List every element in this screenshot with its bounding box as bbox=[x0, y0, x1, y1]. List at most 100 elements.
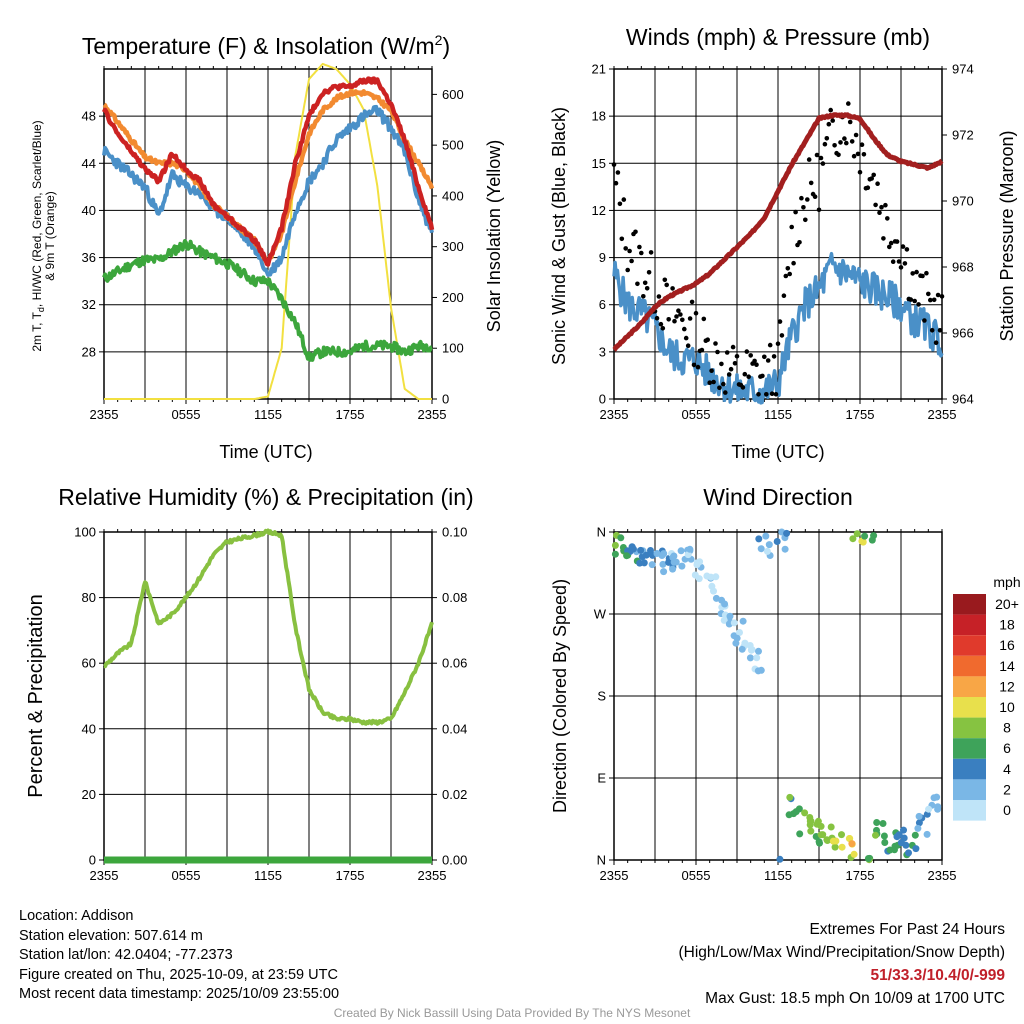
direction-point bbox=[642, 551, 650, 559]
direction-point bbox=[755, 535, 763, 543]
gust-point bbox=[721, 381, 726, 387]
gust-point bbox=[707, 380, 712, 386]
svg-text:& 9m T (Orange): & 9m T (Orange) bbox=[43, 191, 57, 281]
gust-point bbox=[760, 373, 765, 379]
direction-point bbox=[726, 612, 734, 620]
gust-point bbox=[705, 337, 710, 343]
y2-tick-label: 300 bbox=[442, 239, 464, 254]
gust-point bbox=[814, 152, 820, 158]
direction-point bbox=[636, 559, 644, 567]
gust-point bbox=[773, 392, 779, 397]
gust-point bbox=[699, 347, 705, 353]
gust-point bbox=[785, 266, 791, 271]
gust-point bbox=[812, 194, 818, 199]
gust-point bbox=[781, 293, 787, 299]
y-tick-label: 9 bbox=[599, 250, 606, 265]
gust-point bbox=[765, 358, 771, 363]
temperature-plot-frame: 2355 0555 1155 1755 2355 28 32 36 40 44 48 0 100 200 3… bbox=[82, 66, 464, 422]
x-tick-label: 1755 bbox=[846, 407, 875, 422]
gust-point bbox=[801, 205, 806, 210]
gust-point bbox=[799, 195, 804, 201]
colorbar-swatch bbox=[953, 697, 986, 718]
gust-point bbox=[912, 298, 917, 304]
direction-point bbox=[677, 547, 685, 555]
x-tick-label: 1755 bbox=[336, 868, 365, 883]
x-tick-label: 2355 bbox=[418, 868, 447, 883]
direction-point bbox=[653, 550, 661, 557]
gust-point bbox=[648, 250, 654, 255]
direction-point bbox=[629, 545, 637, 553]
gust-point bbox=[806, 157, 812, 162]
gust-point bbox=[756, 392, 761, 397]
winds-ylabel-left: Sonic Wind & Gust (Blue, Black) bbox=[549, 107, 569, 365]
gust-point bbox=[674, 314, 679, 319]
gust-point bbox=[777, 319, 783, 324]
gust-point bbox=[939, 294, 945, 299]
humidity-ylabel: Percent & Precipitation bbox=[25, 594, 47, 797]
gust-point bbox=[816, 207, 822, 213]
direction-point bbox=[757, 545, 765, 553]
gust-point bbox=[902, 261, 908, 266]
direction-point bbox=[617, 534, 625, 542]
colorbar-label: 20+ bbox=[995, 596, 1019, 612]
direction-point bbox=[623, 552, 631, 560]
gust-point bbox=[896, 259, 902, 264]
direction-point bbox=[739, 617, 747, 625]
direction-point bbox=[730, 619, 738, 627]
two-meter-temperature-line bbox=[101, 76, 435, 267]
max-gust-text: Max Gust: 18.5 mph On 10/09 at 1700 UTC bbox=[705, 990, 1005, 1007]
direction-point bbox=[670, 552, 678, 560]
gust-point bbox=[920, 273, 925, 279]
gust-point bbox=[639, 250, 644, 256]
x-tick-label: 1155 bbox=[254, 407, 282, 422]
y-tick-label: 32 bbox=[82, 297, 96, 312]
gust-point bbox=[855, 151, 861, 157]
y-tick-label: 0 bbox=[599, 392, 606, 407]
gust-point bbox=[660, 326, 666, 331]
gust-point bbox=[883, 202, 888, 208]
colorbar-label: 0 bbox=[1003, 802, 1011, 818]
location-text: Location: Addison bbox=[19, 908, 134, 924]
humidity-title: Relative Humidity (%) & Precipitation (i… bbox=[58, 484, 473, 510]
y2-tick-label: 200 bbox=[442, 290, 464, 305]
gust-point bbox=[916, 302, 921, 307]
direction-ylabel: Direction (Colored By Speed) bbox=[550, 579, 570, 813]
x-tick-label: 2355 bbox=[928, 868, 957, 883]
gust-point bbox=[937, 328, 943, 333]
gust-point bbox=[693, 310, 699, 316]
x-tick-label: 0555 bbox=[682, 868, 711, 883]
temperature-ylabel-right: Solar Insolation (Yellow) bbox=[484, 140, 504, 332]
gust-point bbox=[869, 176, 874, 181]
colorbar-label: 10 bbox=[999, 699, 1015, 715]
y2-tick-label: 966 bbox=[952, 326, 974, 341]
extremes-box: Extremes For Past 24 Hours (High/Low/Max… bbox=[679, 918, 1006, 1010]
y2-tick-label: 0.10 bbox=[442, 525, 467, 540]
relative-humidity-line bbox=[103, 528, 434, 726]
direction-point bbox=[873, 819, 881, 826]
gust-point bbox=[928, 297, 933, 303]
gust-point bbox=[719, 361, 724, 367]
gust-point bbox=[695, 364, 701, 370]
direction-point bbox=[801, 809, 809, 817]
direction-point bbox=[647, 547, 654, 554]
humidity-series bbox=[101, 528, 435, 864]
gust-point bbox=[935, 292, 941, 298]
y-tick-label: 48 bbox=[82, 109, 96, 124]
direction-point bbox=[868, 536, 876, 544]
gust-point bbox=[742, 371, 748, 377]
gust-point bbox=[859, 142, 865, 147]
direction-point bbox=[773, 538, 781, 545]
winds-series bbox=[611, 101, 945, 405]
gust-point bbox=[734, 354, 740, 359]
direction-point bbox=[861, 532, 869, 540]
gust-point bbox=[832, 143, 837, 148]
gust-point bbox=[711, 379, 716, 385]
gust-point bbox=[904, 247, 910, 252]
direction-point bbox=[637, 546, 645, 554]
y-tick-label: N bbox=[597, 525, 606, 540]
direction-point bbox=[763, 547, 771, 555]
direction-point bbox=[686, 545, 694, 553]
y-tick-label: E bbox=[597, 771, 606, 786]
direction-point bbox=[923, 830, 931, 838]
